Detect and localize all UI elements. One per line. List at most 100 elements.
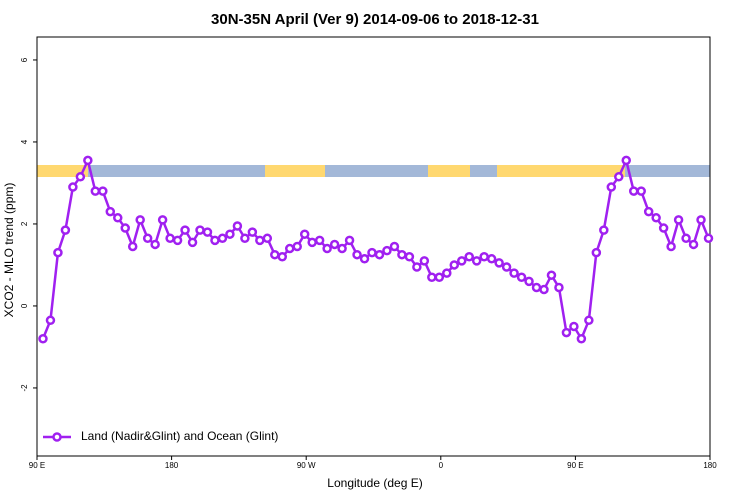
data-point (225, 229, 235, 239)
data-point (120, 223, 130, 233)
data-point (643, 206, 654, 217)
data-point (307, 237, 317, 248)
data-point (45, 315, 56, 326)
data-point (105, 206, 116, 217)
y-axis-label: XCO2 - MLO trend (ppm) (2, 183, 16, 318)
data-point (277, 251, 288, 262)
data-point (322, 243, 332, 254)
x-tick-label: 0 (439, 461, 444, 470)
data-point (509, 268, 519, 278)
data-point (180, 225, 190, 235)
data-point (554, 282, 564, 293)
data-point (195, 225, 205, 235)
data-point (337, 243, 347, 254)
plot-frame (36, 36, 711, 457)
data-point (636, 186, 646, 196)
data-point (359, 254, 370, 264)
data-point (576, 333, 587, 344)
data-point (501, 262, 512, 272)
data-point (247, 227, 258, 237)
data-point (651, 213, 661, 223)
data-point (681, 233, 691, 244)
data-point (584, 315, 594, 326)
data-point (479, 251, 489, 262)
x-tick-label: 90 W (297, 461, 316, 470)
data-point (442, 268, 452, 278)
data-point (187, 237, 198, 248)
data-point (464, 251, 474, 262)
data-point (142, 233, 153, 244)
data-point (449, 260, 460, 270)
data-point (614, 172, 624, 182)
data-point (397, 249, 407, 260)
data-point (157, 215, 168, 225)
data-point (673, 215, 684, 225)
data-point (165, 233, 175, 244)
data-point (299, 229, 310, 239)
data-point (352, 249, 362, 260)
y-tick-label: 2 (20, 221, 29, 226)
data-point (374, 249, 385, 260)
data-point (531, 282, 542, 293)
data-point (83, 155, 93, 166)
y-tick-label: 0 (20, 303, 29, 308)
data-point (255, 235, 265, 246)
data-point (539, 284, 549, 295)
data-point (135, 215, 145, 225)
data-point (696, 215, 706, 225)
data-point (210, 235, 220, 246)
data-point (546, 270, 557, 280)
data-point (270, 249, 280, 260)
data-point (150, 239, 160, 250)
data-point (232, 221, 243, 231)
data-point (427, 272, 437, 282)
data-point (98, 186, 108, 196)
data-point (561, 327, 572, 338)
data-point (382, 245, 392, 256)
data-point (606, 182, 617, 192)
data-point (666, 241, 676, 252)
data-point (434, 272, 445, 282)
data-point (412, 262, 422, 272)
data-point (569, 321, 579, 332)
data-point (284, 243, 295, 254)
x-tick-label: 90 E (567, 461, 583, 470)
data-point (344, 235, 355, 246)
data-point (628, 186, 639, 196)
data-point (404, 251, 415, 262)
data-point (90, 186, 101, 196)
data-point (60, 225, 71, 235)
data-point (389, 241, 400, 252)
data-point (419, 256, 430, 266)
data-point (314, 235, 325, 246)
data-point (456, 256, 467, 266)
data-point (329, 239, 340, 250)
data-point (127, 241, 138, 252)
data-point (494, 258, 504, 268)
legend-marker (52, 432, 62, 442)
surface-band (37, 165, 710, 177)
data-point (202, 227, 213, 237)
y-tick-label: -2 (20, 384, 29, 392)
data-point (599, 225, 609, 235)
data-point (591, 247, 602, 258)
x-tick-label: 180 (165, 461, 179, 470)
data-point (471, 256, 482, 266)
data-point (262, 233, 273, 244)
data-point (172, 235, 183, 246)
data-point (486, 254, 497, 264)
data-point (524, 276, 534, 287)
data-point (53, 247, 63, 258)
data-point (688, 239, 699, 250)
data-point (621, 155, 631, 166)
data-point (113, 213, 123, 223)
data-point (658, 223, 669, 233)
x-tick-label: 90 E (29, 461, 45, 470)
data-point (68, 182, 78, 192)
data-point (292, 241, 302, 252)
data-point (38, 333, 48, 344)
x-tick-label: 180 (703, 461, 717, 470)
y-tick-label: 6 (20, 57, 29, 62)
x-axis-label: Longitude (deg E) (327, 476, 422, 490)
